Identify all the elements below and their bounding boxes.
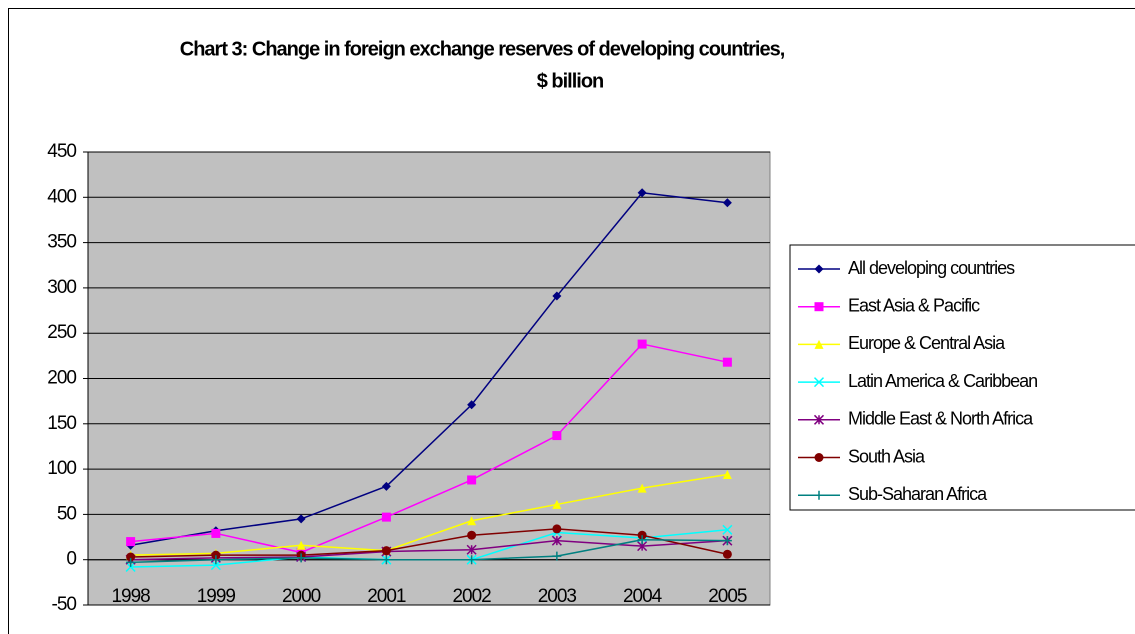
y-tick-label: 200 <box>47 368 76 389</box>
marker <box>467 555 477 565</box>
marker <box>552 431 562 441</box>
y-tick-label: -50 <box>52 594 77 615</box>
marker <box>381 555 391 565</box>
legend-label: Latin America & Caribbean <box>848 371 1037 391</box>
marker <box>125 561 136 572</box>
x-tick-label: 2003 <box>538 586 577 607</box>
x-tick-label: 2002 <box>452 586 491 607</box>
legend-label: Europe & Central Asia <box>848 333 1006 353</box>
y-tick-label: 150 <box>47 413 76 434</box>
marker <box>552 524 562 534</box>
marker <box>211 528 221 538</box>
marker <box>126 557 136 567</box>
x-tick-label: 1998 <box>111 586 150 607</box>
y-tick-label: 50 <box>57 503 77 524</box>
marker <box>814 339 824 349</box>
marker <box>467 400 477 410</box>
marker <box>722 470 732 480</box>
marker <box>381 546 391 556</box>
marker <box>814 453 824 462</box>
legend-label: Middle East & North Africa <box>848 409 1034 429</box>
marker <box>467 516 477 526</box>
marker <box>551 535 562 546</box>
marker <box>381 512 391 522</box>
y-tick-label: 300 <box>47 277 76 298</box>
marker <box>552 291 562 301</box>
marker <box>467 475 477 485</box>
marker <box>722 549 732 559</box>
y-tick-label: 0 <box>66 549 76 570</box>
marker <box>637 535 647 545</box>
legend-label: South Asia <box>848 446 926 466</box>
legend-label: All developing countries <box>848 258 1015 278</box>
marker <box>813 414 825 425</box>
marker <box>814 302 824 312</box>
series-line <box>130 539 728 564</box>
series-line <box>130 539 728 561</box>
marker <box>211 550 221 560</box>
marker <box>296 540 306 550</box>
y-tick-label: 250 <box>47 322 76 343</box>
marker <box>466 544 477 555</box>
y-tick-label: 100 <box>47 458 76 479</box>
marker <box>722 536 732 546</box>
series-line <box>130 528 728 558</box>
marker <box>637 483 647 493</box>
marker <box>637 188 647 198</box>
marker <box>552 551 562 561</box>
marker <box>210 560 221 571</box>
marker <box>722 198 732 208</box>
series-line <box>130 473 728 556</box>
legend <box>789 244 1135 511</box>
marker <box>814 490 824 500</box>
marker <box>126 552 136 562</box>
marker <box>552 499 562 509</box>
chart-title: Chart 3: Change in foreign exchange rese… <box>180 38 785 60</box>
y-tick-label: 400 <box>47 186 76 207</box>
legend-label: Sub-Saharan Africa <box>848 484 988 504</box>
marker <box>813 377 825 388</box>
marker <box>637 339 647 349</box>
x-tick-label: 2000 <box>282 586 321 607</box>
y-tick-label: 450 <box>47 141 76 162</box>
marker <box>211 555 221 565</box>
y-tick-label: 350 <box>47 232 76 253</box>
legend-label: East Asia & Pacific <box>848 295 980 315</box>
marker <box>722 524 733 535</box>
x-tick-label: 2005 <box>708 586 747 607</box>
series-line <box>130 191 728 546</box>
chart-title: $ billion <box>537 70 604 92</box>
x-tick-label: 2004 <box>623 586 663 607</box>
x-tick-label: 2001 <box>367 586 406 607</box>
marker <box>126 537 136 547</box>
marker <box>637 530 647 540</box>
x-tick-label: 1999 <box>197 586 236 607</box>
marker <box>722 357 732 367</box>
series-line <box>130 343 728 554</box>
marker <box>814 264 824 274</box>
marker <box>381 481 391 491</box>
marker <box>467 530 477 540</box>
marker <box>296 514 306 524</box>
marker <box>296 553 306 563</box>
